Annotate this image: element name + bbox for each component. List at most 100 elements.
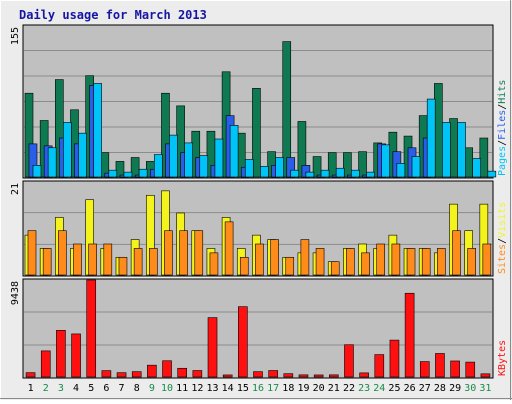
bar-kbytes-day-3 [56,330,66,378]
bar-pages-day-31 [487,170,497,178]
bar-pages-day-2 [47,147,57,178]
bar-pages-day-10 [169,134,178,178]
bar-sites-day-22 [346,248,355,276]
bar-kbytes-day-12 [192,370,203,378]
bar-kbytes-day-29 [450,360,460,378]
bar-hits-day-22 [343,152,352,178]
x-label-day-31: 31 [479,383,491,394]
bar-sites-day-28 [437,248,446,276]
x-label-day-7: 7 [119,383,125,394]
bar-pages-day-28 [442,122,451,178]
bar-kbytes-day-27 [419,361,430,378]
bar-hits-day-8 [130,157,140,178]
bar-hits-day-23 [358,151,367,178]
bar-kbytes-day-17 [268,370,278,378]
x-label-day-13: 13 [206,383,218,394]
panel-bottom-plot-area [22,278,494,379]
bar-hits-day-20 [312,156,322,178]
x-label-day-20: 20 [313,383,325,394]
bar-pages-day-13 [214,138,224,178]
bar-sites-day-15 [239,256,249,276]
panel-middle-ymax-label: 21 [10,183,21,195]
x-label-day-12: 12 [191,383,203,394]
bar-kbytes-day-1 [25,372,36,378]
bar-kbytes-day-28 [435,353,445,378]
x-label-day-9: 9 [149,383,155,394]
bar-kbytes-day-10 [162,360,172,378]
bar-pages-day-7 [123,171,133,178]
x-label-day-11: 11 [176,383,188,394]
bar-pages-day-15 [244,159,254,178]
panel-middle-legend: Sites/Visits [497,202,508,274]
x-label-day-18: 18 [282,383,294,394]
bar-sites-day-12 [194,230,204,276]
bar-hits-day-28 [434,83,443,178]
legend-pages: Pages [497,146,508,176]
bar-kbytes-day-5 [86,279,97,378]
bar-pages-day-9 [153,154,163,178]
bar-pages-day-25 [396,163,406,178]
bar-kbytes-day-8 [131,371,142,378]
bar-sites-day-20 [315,248,325,276]
bar-sites-day-16 [255,243,264,276]
bar-sites-day-14 [224,221,234,276]
bar-sites-day-26 [406,248,416,276]
bar-sites-day-7 [118,256,128,276]
legend-separator: / [497,104,508,110]
bar-kbytes-day-18 [283,373,294,378]
bar-kbytes-day-14 [222,374,233,378]
legend-files: Files [497,110,508,140]
bar-sites-day-31 [482,243,492,276]
chart-title: Daily usage for March 2013 [19,8,207,22]
bar-pages-day-30 [472,158,481,178]
bar-pages-day-21 [335,167,345,178]
x-label-day-28: 28 [434,383,446,394]
bar-kbytes-day-2 [40,350,51,378]
bar-pages-day-1 [32,165,42,178]
bar-sites-day-11 [179,230,188,276]
bar-sites-day-19 [300,239,310,276]
bar-kbytes-day-7 [116,372,127,378]
bar-kbytes-day-16 [253,371,263,378]
x-axis-day-labels: 1 2 3 4 5 6 7 8 9 10 11 12 13 14 15 16 17 18 19 20 21 22 23 24 2… [28,383,492,394]
legend-sites: Sites [497,244,508,274]
panel-bottom-legend: KBytes [497,340,508,376]
bar-pages-day-14 [229,125,239,178]
bar-pages-day-23 [366,171,375,178]
bar-kbytes-day-25 [389,339,400,378]
x-label-day-29: 29 [449,383,461,394]
bar-hits-day-18 [282,41,292,178]
x-label-day-21: 21 [328,383,340,394]
x-label-day-14: 14 [222,383,234,394]
bar-kbytes-day-13 [207,317,218,378]
bar-kbytes-day-23 [359,372,369,378]
bar-kbytes-day-22 [344,344,354,378]
bar-hits-day-21 [327,152,337,178]
bar-sites-day-18 [285,256,295,276]
panel-top-ymax-label: 155 [10,27,21,45]
x-label-day-8: 8 [134,383,140,394]
bar-kbytes-day-24 [374,354,385,378]
bar-pages-day-26 [411,156,421,178]
bar-pages-day-8 [138,168,148,178]
x-label-day-2: 2 [43,383,49,394]
bar-hits-day-31 [479,137,489,178]
bar-sites-day-5 [88,243,97,276]
bar-sites-day-2 [42,248,52,276]
bar-pages-day-19 [305,171,315,178]
bar-pages-day-3 [63,122,72,178]
plot-panels: 155Pages/Files/Hits21Sites/Visits9438KBy… [10,24,508,379]
x-label-day-4: 4 [73,383,79,394]
legend-kbytes: KBytes [497,340,508,376]
bar-kbytes-day-6 [101,370,112,378]
x-label-day-23: 23 [358,383,370,394]
x-label-day-15: 15 [237,383,249,394]
legend-hits: Hits [497,80,508,104]
bar-sites-day-29 [452,230,461,276]
x-label-day-30: 30 [464,383,476,394]
bar-pages-day-20 [320,169,330,178]
bar-pages-day-22 [351,169,360,178]
bar-sites-day-21 [330,261,340,276]
bar-kbytes-day-11 [177,367,187,378]
